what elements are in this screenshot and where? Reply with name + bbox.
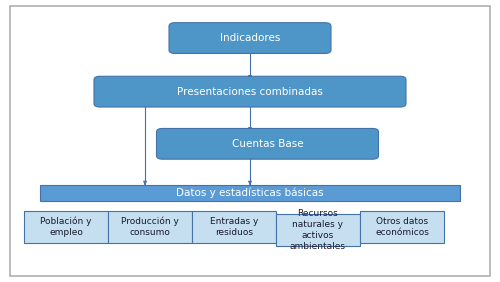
Text: Entradas y
residuos: Entradas y residuos [210,217,258,237]
Text: Cuentas Base: Cuentas Base [232,139,304,149]
FancyBboxPatch shape [156,129,378,159]
FancyBboxPatch shape [94,76,406,107]
Bar [40,186,460,201]
Bar [360,211,444,243]
Text: Datos y estadísticas básicas: Datos y estadísticas básicas [176,188,324,199]
FancyBboxPatch shape [169,23,331,54]
Text: Presentaciones combinadas: Presentaciones combinadas [177,87,323,97]
Text: Producción y
consumo: Producción y consumo [121,217,179,237]
Bar [24,211,108,243]
Text: Recursos
naturales y
activos
ambientales: Recursos naturales y activos ambientales [290,209,346,251]
Bar [108,211,192,243]
Bar [276,214,360,246]
Text: Indicadores: Indicadores [220,33,280,43]
Bar [192,211,276,243]
Text: Población y
empleo: Población y empleo [40,217,92,237]
Text: Otros datos
económicos: Otros datos económicos [375,217,429,237]
